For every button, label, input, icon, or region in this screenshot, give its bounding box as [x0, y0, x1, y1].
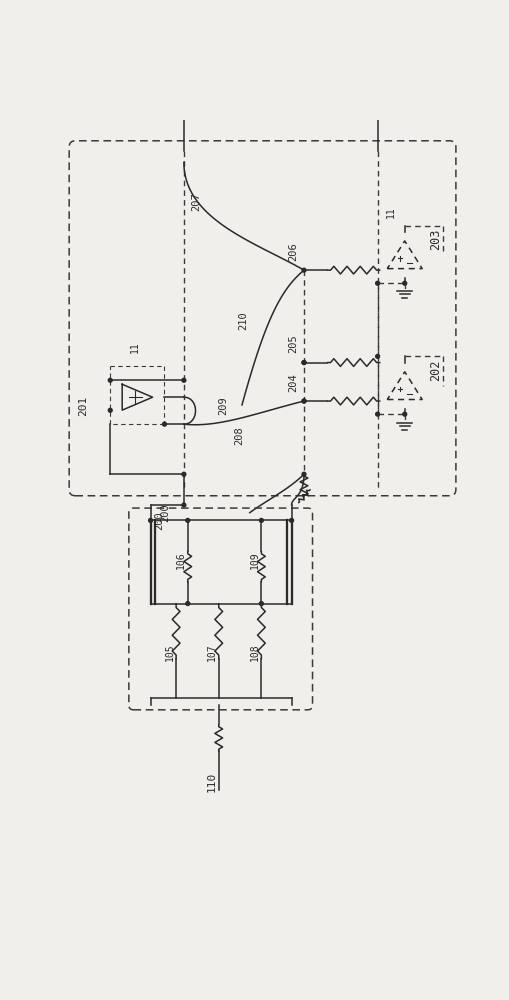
Text: 202: 202 — [429, 360, 442, 381]
Circle shape — [301, 268, 305, 272]
Circle shape — [375, 412, 379, 416]
Circle shape — [259, 518, 263, 522]
Text: 205: 205 — [288, 334, 298, 353]
Circle shape — [375, 354, 379, 358]
Circle shape — [162, 422, 166, 426]
Circle shape — [402, 281, 406, 285]
Text: 201: 201 — [77, 396, 88, 416]
Text: 208: 208 — [234, 427, 244, 445]
Circle shape — [289, 518, 293, 522]
Text: 200: 200 — [154, 511, 164, 530]
Circle shape — [182, 378, 185, 382]
Circle shape — [301, 472, 305, 476]
Circle shape — [108, 408, 112, 412]
Text: 200: 200 — [160, 503, 171, 522]
Circle shape — [301, 361, 305, 364]
Text: 209: 209 — [218, 396, 229, 415]
Text: 210: 210 — [238, 311, 248, 330]
Circle shape — [148, 518, 152, 522]
Text: 11: 11 — [385, 207, 395, 218]
Text: 207: 207 — [191, 192, 201, 211]
Circle shape — [185, 602, 189, 605]
Text: 109: 109 — [249, 551, 259, 569]
Circle shape — [108, 378, 112, 382]
Text: 204: 204 — [288, 373, 298, 391]
Circle shape — [259, 602, 263, 605]
Circle shape — [185, 518, 189, 522]
Circle shape — [182, 503, 185, 507]
Text: 11: 11 — [129, 341, 139, 353]
Text: 110: 110 — [207, 772, 217, 792]
Circle shape — [301, 361, 305, 364]
Text: 107: 107 — [207, 643, 217, 661]
Text: 203: 203 — [429, 229, 442, 250]
Text: 206: 206 — [288, 242, 298, 261]
Text: 106: 106 — [176, 551, 186, 569]
Circle shape — [375, 281, 379, 285]
Circle shape — [301, 399, 305, 403]
Circle shape — [402, 412, 406, 416]
Text: 108: 108 — [249, 643, 259, 661]
Circle shape — [301, 399, 305, 403]
Text: 105: 105 — [164, 643, 174, 661]
Circle shape — [182, 472, 185, 476]
